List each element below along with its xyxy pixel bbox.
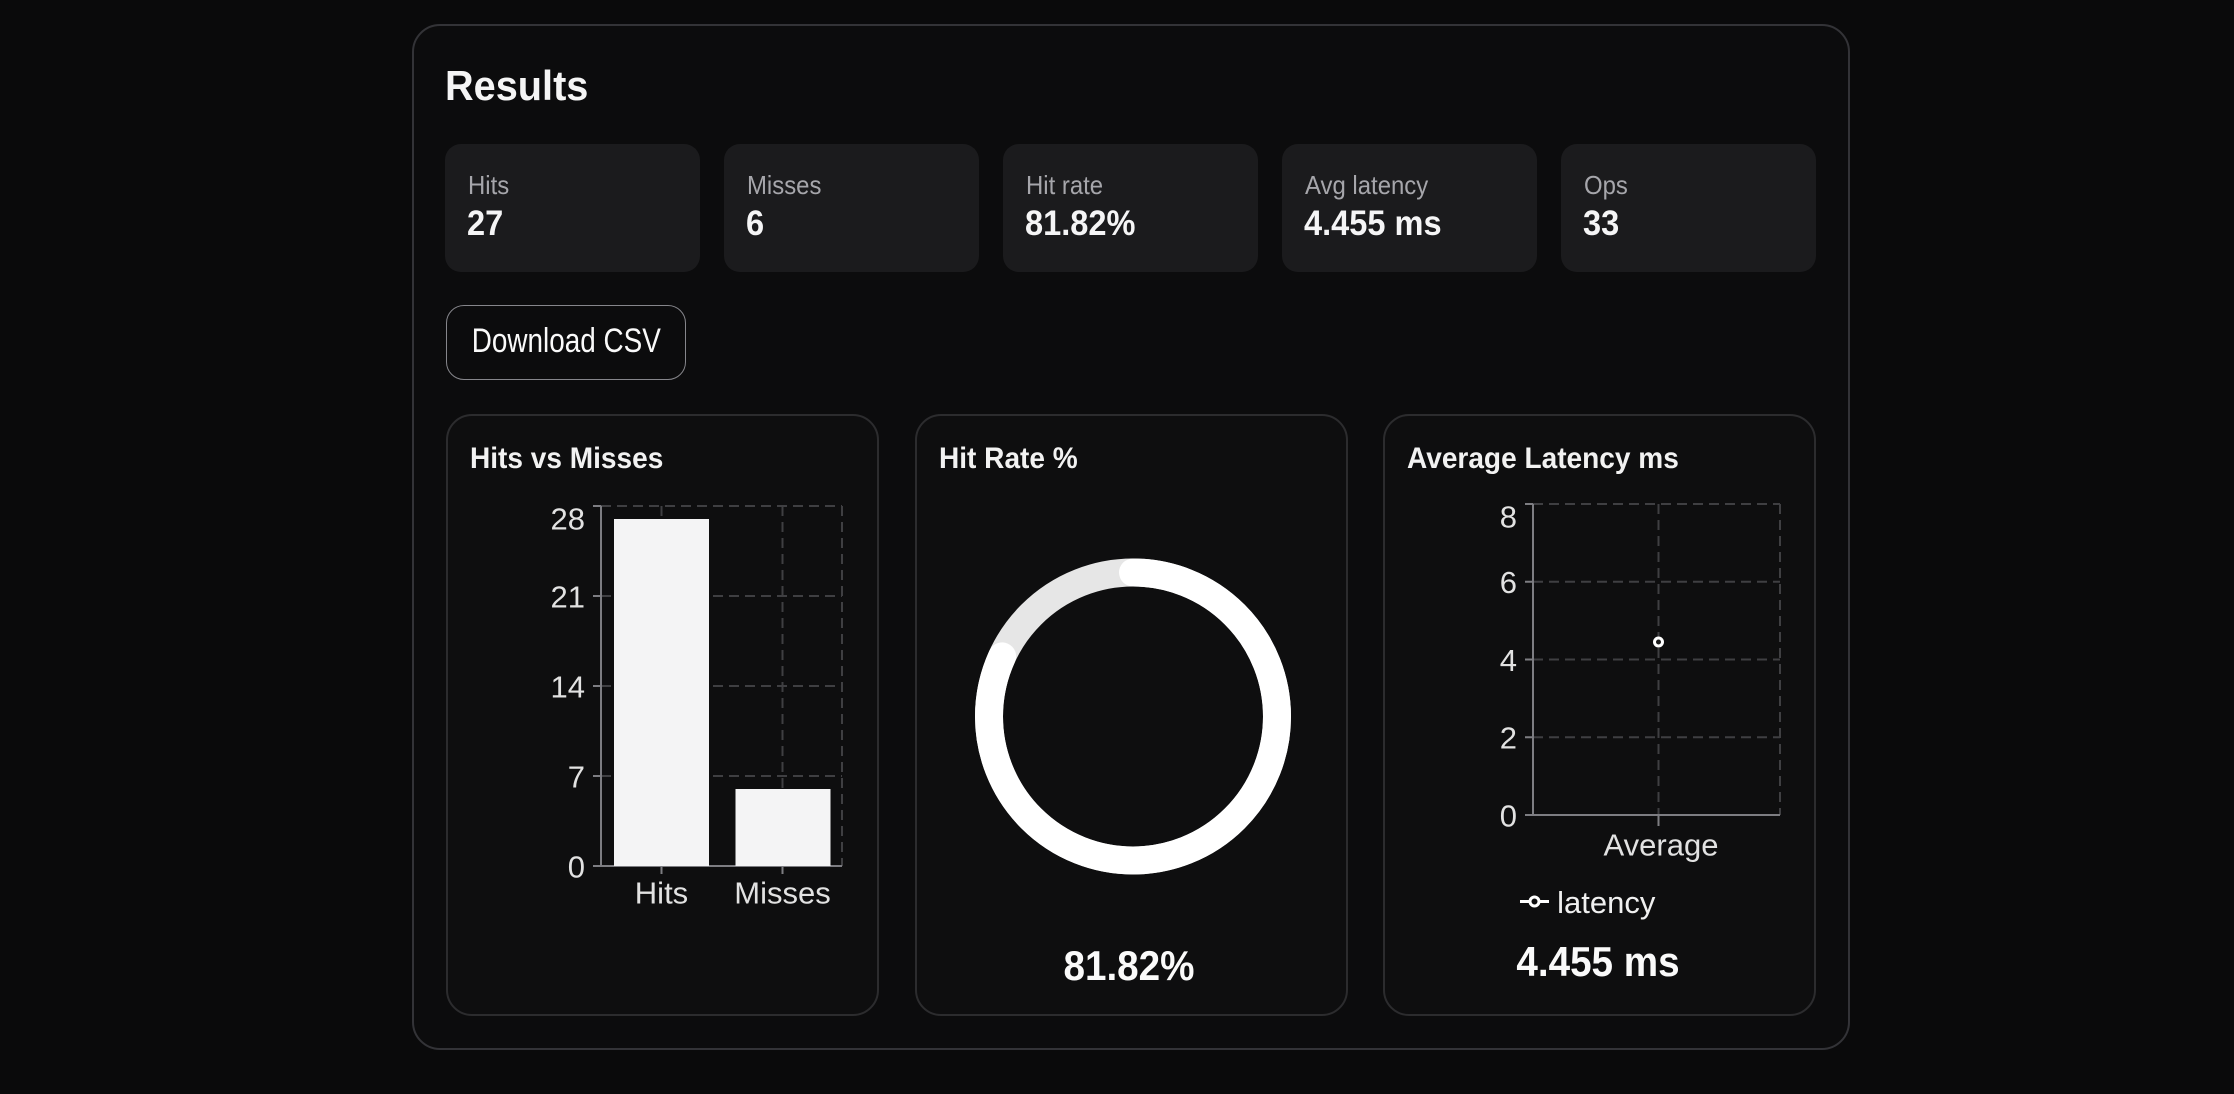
svg-text:6: 6 (1500, 565, 1517, 600)
svg-text:0: 0 (1500, 798, 1517, 833)
svg-text:4: 4 (1500, 643, 1517, 678)
svg-text:Average: Average (1604, 827, 1719, 862)
svg-text:Hits: Hits (635, 876, 688, 911)
svg-text:0: 0 (568, 849, 585, 884)
svg-text:latency: latency (1557, 885, 1656, 920)
svg-text:Misses: Misses (734, 876, 830, 911)
svg-text:28: 28 (551, 502, 585, 537)
svg-text:2: 2 (1500, 721, 1517, 756)
svg-text:7: 7 (568, 759, 585, 794)
svg-text:21: 21 (551, 579, 585, 614)
svg-text:8: 8 (1500, 500, 1517, 535)
svg-text:14: 14 (551, 669, 585, 704)
